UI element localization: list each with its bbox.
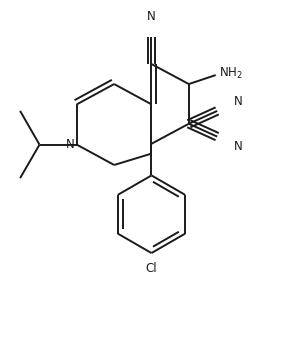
Text: NH$_2$: NH$_2$ <box>219 66 243 81</box>
Text: N: N <box>234 95 242 108</box>
Text: N: N <box>147 10 156 23</box>
Text: N: N <box>234 140 242 153</box>
Text: N: N <box>66 138 74 151</box>
Text: Cl: Cl <box>146 262 157 275</box>
